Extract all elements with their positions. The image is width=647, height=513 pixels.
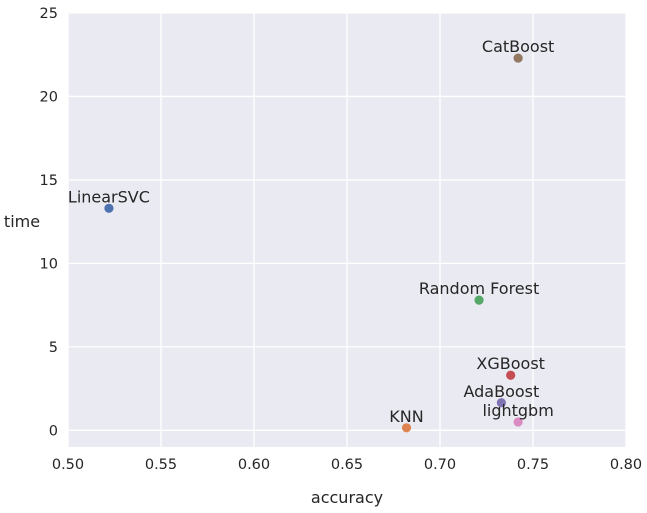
y-tick-label: 0	[49, 423, 58, 439]
point-label: CatBoost	[482, 37, 554, 56]
y-tick-label: 20	[40, 89, 58, 105]
point-label: LinearSVC	[68, 187, 150, 206]
y-axis-label: time	[4, 212, 40, 231]
y-tick-label: 15	[40, 173, 58, 189]
data-points: LinearSVC KNN Random Forest XGBoost AdaBoost…	[68, 37, 554, 433]
point-label: lightgbm	[482, 401, 553, 420]
point-adaboost	[496, 398, 506, 408]
point-random-forest	[474, 295, 484, 305]
x-tick-label: 0.70	[424, 457, 456, 473]
x-tick-label: 0.55	[145, 457, 177, 473]
gridlines	[67, 12, 627, 447]
x-tick-label: 0.75	[517, 457, 549, 473]
point-label: KNN	[389, 407, 423, 426]
x-tick-label: 0.50	[52, 457, 84, 473]
y-axis-ticks: 0 5 10 15 20 25	[40, 6, 58, 439]
y-tick-label: 25	[40, 6, 58, 22]
point-label: XGBoost	[476, 354, 545, 373]
point-lightgbm	[513, 417, 523, 427]
point-knn	[401, 423, 412, 433]
point-label: Random Forest	[419, 279, 539, 298]
x-axis-label: accuracy	[311, 488, 383, 507]
x-tick-label: 0.65	[331, 457, 363, 473]
point-catboost	[513, 53, 523, 63]
y-tick-label: 5	[49, 340, 58, 356]
x-tick-label: 0.60	[238, 457, 270, 473]
point-linearsvc	[104, 203, 114, 213]
x-axis-ticks: 0.50 0.55 0.60 0.65 0.70 0.75 0.80	[52, 457, 642, 473]
point-xgboost	[506, 370, 516, 380]
point-label: AdaBoost	[463, 382, 539, 401]
x-tick-label: 0.80	[610, 457, 642, 473]
y-tick-label: 10	[40, 256, 58, 272]
